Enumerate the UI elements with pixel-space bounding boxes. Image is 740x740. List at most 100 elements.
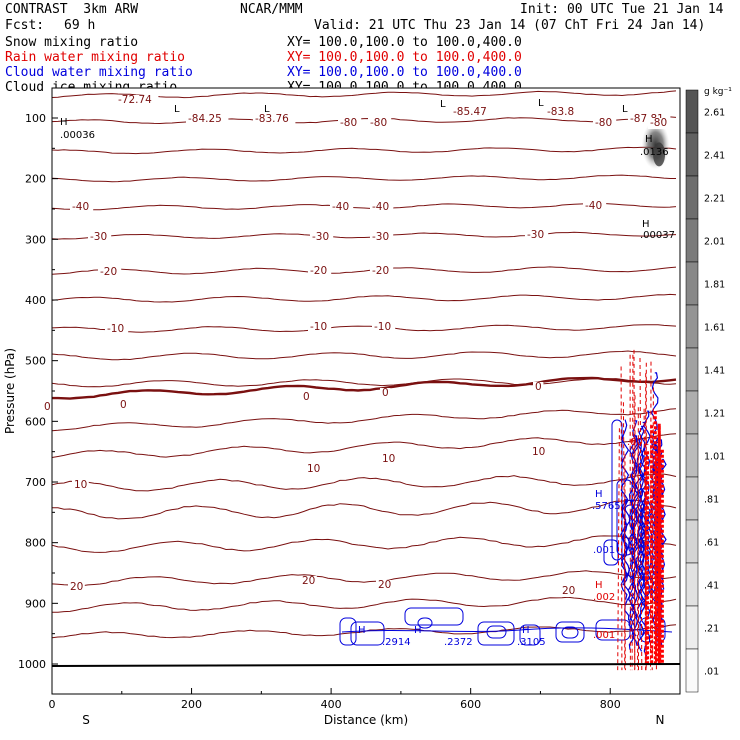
low-marker: L bbox=[264, 104, 270, 115]
temperature-label: -20 bbox=[372, 265, 389, 277]
cloud-water-contour bbox=[350, 621, 385, 646]
temperature-label-bg bbox=[560, 586, 577, 597]
temperature-label-bg bbox=[88, 232, 112, 243]
cloud-water-contour bbox=[638, 421, 648, 613]
colorbar-unit: g kg⁻¹ bbox=[704, 87, 732, 97]
temperature-label-bg bbox=[525, 230, 549, 241]
temperature-contour-line bbox=[52, 376, 677, 400]
temperature-label-bg bbox=[253, 114, 296, 125]
rain-water-contour bbox=[617, 428, 620, 671]
y-tick-label: 900 bbox=[25, 597, 46, 610]
temperature-label: -84.25 bbox=[188, 113, 222, 125]
temperature-contour-line bbox=[51, 324, 677, 333]
temperature-label-bg bbox=[593, 118, 617, 129]
low-marker: L bbox=[622, 104, 628, 115]
temperature-label-bg bbox=[98, 267, 122, 278]
fcst-value: 69 h bbox=[64, 18, 96, 33]
temperature-label-bg bbox=[545, 107, 581, 118]
colorbar-segment bbox=[685, 390, 699, 435]
colorbar-label: 2.01 bbox=[704, 237, 725, 248]
colorbar-label: 2.61 bbox=[704, 108, 725, 119]
temperature-label-bg bbox=[72, 480, 89, 491]
cloud-water-contour bbox=[561, 626, 579, 639]
temperature-label-bg bbox=[372, 322, 396, 333]
extremum-value-label: .3105 bbox=[517, 637, 546, 648]
temperature-contour-line bbox=[51, 624, 677, 639]
colorbar-segment bbox=[685, 433, 699, 478]
temperature-contour-line bbox=[51, 202, 677, 211]
init-time: Init: 00 UTC Tue 21 Jan 14 bbox=[520, 2, 724, 17]
temperature-contour-line bbox=[51, 116, 677, 125]
temperature-label-bg bbox=[116, 95, 159, 106]
x-tick-label: 200 bbox=[181, 698, 202, 711]
model-title: CONTRAST 3km ARW bbox=[5, 2, 139, 17]
y-axis-label: Pressure (hPa) bbox=[3, 348, 17, 434]
temperature-label-bg bbox=[305, 464, 322, 475]
temperature-label-bg bbox=[68, 582, 85, 593]
extremum-value-label: .002 bbox=[593, 592, 615, 603]
temperature-label-bg bbox=[530, 447, 547, 458]
temperature-contour-line bbox=[51, 473, 677, 492]
temperature-label: -10 bbox=[107, 323, 124, 335]
rain-water-contour bbox=[622, 402, 626, 671]
temperature-label-bg bbox=[308, 322, 332, 333]
temperature-label: 0 bbox=[382, 387, 389, 399]
high-marker: H bbox=[60, 117, 68, 128]
colorbar-segment bbox=[685, 605, 699, 650]
temperature-contour-line bbox=[51, 535, 677, 553]
colorbar-label: 2.21 bbox=[704, 194, 725, 205]
temperature-label-bg bbox=[70, 202, 94, 213]
low-marker: L bbox=[174, 104, 180, 115]
colorbar-segment bbox=[685, 89, 699, 134]
temperature-label: 0 bbox=[535, 381, 542, 393]
low-marker: L bbox=[538, 98, 544, 109]
colorbar-label: 1.41 bbox=[704, 366, 725, 377]
colorbar-segment bbox=[685, 562, 699, 607]
temperature-label: 0 bbox=[44, 401, 51, 413]
colorbar-label: 1.21 bbox=[704, 409, 725, 420]
rain-water-contour bbox=[620, 366, 623, 671]
extremum-value-label: .2914 bbox=[382, 637, 411, 648]
high-marker: H bbox=[522, 625, 530, 636]
temperature-contour-line bbox=[51, 174, 676, 183]
high-marker: H bbox=[595, 580, 603, 591]
cloud-water-contour bbox=[603, 539, 619, 566]
colorbar-segment bbox=[685, 304, 699, 349]
temperature-label: 10 bbox=[74, 479, 87, 491]
temperature-label-bg bbox=[583, 201, 607, 212]
rain-water-contour bbox=[639, 357, 643, 671]
high-marker: H bbox=[414, 625, 422, 636]
y-tick-label: 100 bbox=[25, 112, 46, 125]
temperature-label-bg bbox=[368, 118, 392, 129]
y-tick-label: 500 bbox=[25, 355, 46, 368]
colorbar-label: 1.01 bbox=[704, 452, 725, 463]
temperature-label: 20 bbox=[302, 575, 315, 587]
temperature-label-bg bbox=[308, 266, 332, 277]
extremum-value-label: .5765 bbox=[592, 501, 621, 512]
y-tick-label: 400 bbox=[25, 294, 46, 307]
temperature-label: 20 bbox=[378, 579, 391, 591]
temperature-label: -83.8 bbox=[547, 106, 574, 118]
colorbar-label: .81 bbox=[704, 495, 719, 506]
temperature-contour-line bbox=[51, 266, 677, 275]
org-label: NCAR/MMM bbox=[240, 2, 303, 17]
temperature-contour-line bbox=[51, 570, 677, 587]
extremum-value-label: .0136 bbox=[640, 147, 669, 158]
colorbar-segment bbox=[685, 218, 699, 263]
temperature-contour-line bbox=[51, 231, 677, 240]
terrain-line bbox=[51, 663, 681, 667]
temperature-label-bg bbox=[186, 114, 229, 125]
cloud-water-contour bbox=[477, 621, 515, 646]
temperature-label-bg bbox=[338, 118, 362, 129]
high-marker: H bbox=[642, 219, 650, 230]
temperature-label-bg bbox=[648, 118, 672, 129]
colorbar-label: .41 bbox=[704, 581, 719, 592]
temperature-label: 10 bbox=[307, 463, 320, 475]
x-tick-label: 800 bbox=[600, 698, 621, 711]
temperature-label-bg bbox=[370, 232, 394, 243]
field-snow-name: Snow mixing ratio bbox=[5, 35, 139, 50]
x-axis-label: Distance (km) bbox=[324, 713, 408, 727]
temperature-label: -80 bbox=[650, 117, 667, 129]
field-cloudwater-xy: XY= 100.0,100.0 to 100.0,400.0 bbox=[287, 65, 522, 80]
